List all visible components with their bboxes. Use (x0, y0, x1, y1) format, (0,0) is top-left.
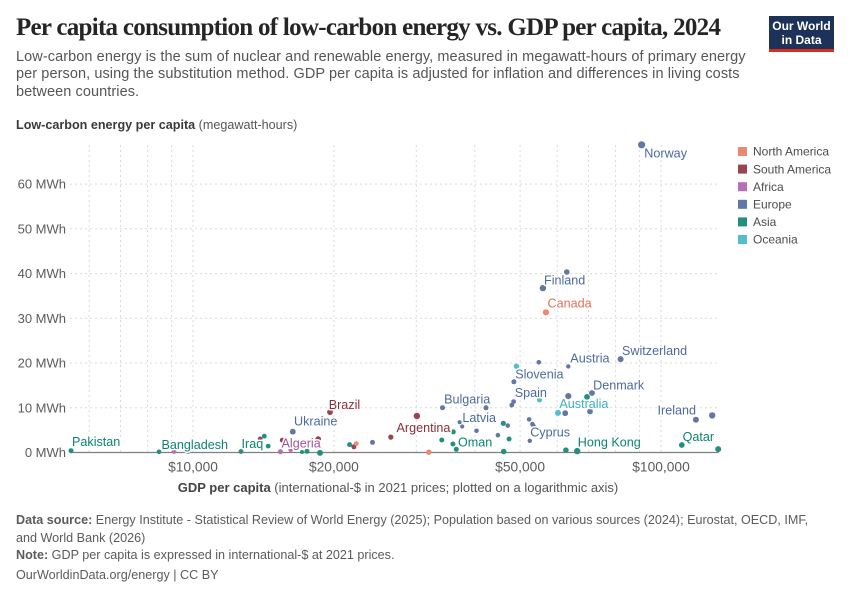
svg-text:Qatar: Qatar (683, 430, 715, 444)
svg-text:Latvia: Latvia (462, 411, 496, 425)
svg-text:Bangladesh: Bangladesh (162, 438, 229, 452)
svg-text:Switzerland: Switzerland (622, 344, 687, 358)
svg-text:Algeria: Algeria (282, 437, 321, 451)
svg-text:Europe: Europe (753, 198, 792, 212)
svg-text:Australia: Australia (559, 397, 608, 411)
svg-text:Austria: Austria (570, 351, 609, 365)
svg-text:Hong Kong: Hong Kong (578, 436, 641, 450)
svg-text:Asia: Asia (753, 215, 777, 229)
svg-text:50 MWh: 50 MWh (18, 221, 66, 236)
svg-text:Africa: Africa (753, 180, 784, 194)
svg-text:Bulgaria: Bulgaria (444, 393, 490, 407)
svg-text:Norway: Norway (644, 147, 687, 161)
svg-text:North America: North America (753, 145, 829, 159)
svg-text:60 MWh: 60 MWh (18, 177, 66, 192)
svg-text:10 MWh: 10 MWh (18, 400, 66, 415)
svg-text:0 MWh: 0 MWh (25, 445, 66, 460)
svg-text:Low-carbon energy per capita (: Low-carbon energy per capita (megawatt-h… (16, 118, 297, 132)
svg-text:South America: South America (753, 162, 831, 176)
svg-text:20 MWh: 20 MWh (18, 356, 66, 371)
svg-text:Ukraine: Ukraine (294, 414, 337, 428)
svg-text:$20,000: $20,000 (309, 460, 359, 475)
svg-text:$50,000: $50,000 (495, 460, 545, 475)
svg-text:Finland: Finland (544, 274, 585, 288)
svg-text:Brazil: Brazil (329, 398, 361, 412)
svg-text:Ireland: Ireland (658, 404, 697, 418)
svg-text:40 MWh: 40 MWh (18, 266, 66, 281)
svg-text:$10,000: $10,000 (168, 460, 218, 475)
svg-text:Cyprus: Cyprus (530, 426, 570, 440)
svg-text:Denmark: Denmark (593, 378, 645, 392)
svg-text:Argentina: Argentina (397, 421, 451, 435)
svg-text:$100,000: $100,000 (632, 460, 690, 475)
svg-text:Oman: Oman (458, 435, 492, 449)
svg-text:Oceania: Oceania (753, 233, 798, 247)
svg-text:Canada: Canada (548, 297, 592, 311)
svg-text:Pakistan: Pakistan (72, 435, 120, 449)
svg-text:GDP per capita (international-: GDP per capita (international-$ in 2021 … (178, 480, 619, 495)
svg-text:30 MWh: 30 MWh (18, 311, 66, 326)
svg-text:Slovenia: Slovenia (515, 367, 563, 381)
svg-text:Spain: Spain (515, 386, 547, 400)
svg-text:Iraq: Iraq (242, 437, 264, 451)
